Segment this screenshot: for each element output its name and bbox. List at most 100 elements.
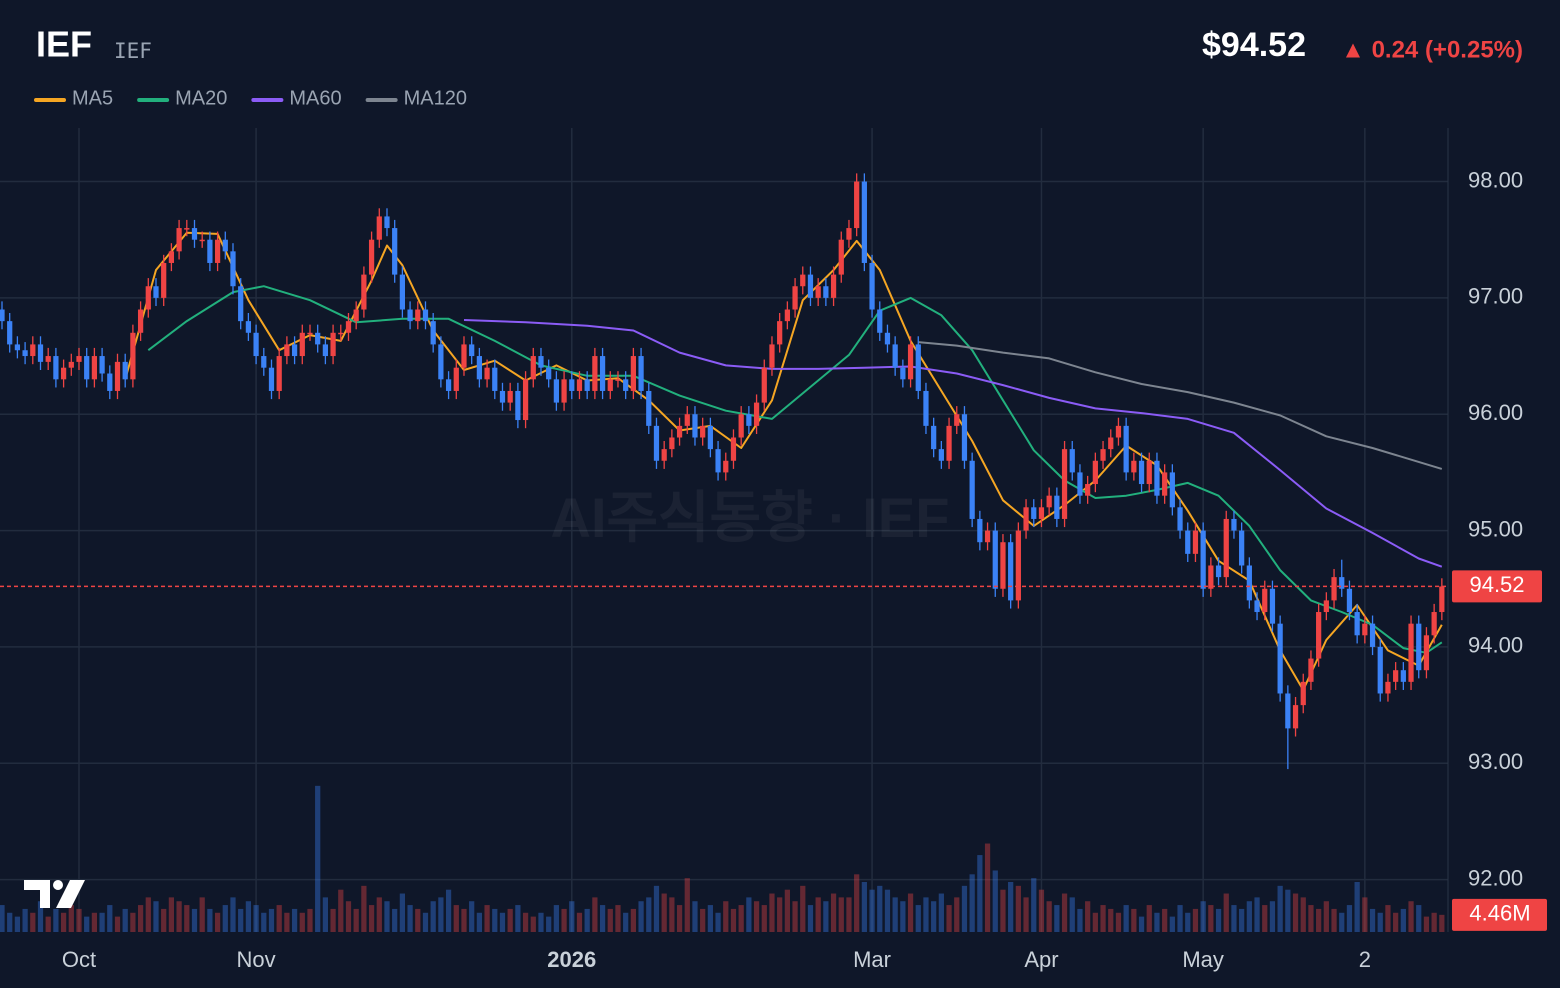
candle-body [484,367,490,380]
volume-bar [422,912,429,932]
volume-bar [453,905,459,932]
volume-bar [807,905,814,932]
candle-body [37,344,44,362]
volume-bar [1362,897,1368,932]
volume-bar [954,897,960,932]
volume-label: 4.46M [1469,901,1530,926]
volume-bar [353,908,359,932]
volume-bar [338,889,344,932]
candle-body [653,425,660,461]
x-tick-label: Nov [237,947,276,972]
volume-bar [476,912,482,932]
candle-body [730,437,737,461]
candle-body [1269,588,1276,624]
candle-body [461,344,467,368]
volume-bar [368,905,375,932]
volume-label-box [1452,898,1547,931]
volume-bar [1331,908,1337,932]
candle-body [861,181,867,263]
candle-body [45,356,51,362]
candle-body [569,379,575,391]
volume-bar [322,897,329,932]
candle-body [1362,623,1368,636]
volume-layer [0,785,1445,932]
candle-body [1054,495,1060,519]
volume-bar [977,855,983,932]
volume-bar [407,905,413,932]
candle-body [630,356,636,391]
candle-body [1046,495,1052,508]
volume-bar [299,912,305,932]
volume-bar [1385,905,1391,932]
volume-bar [507,908,513,932]
candle-body [707,425,713,450]
volume-bar [1208,905,1214,932]
candle-body [584,379,590,391]
volume-bar [623,912,629,932]
volume-bar [330,908,336,932]
volume-bar [515,905,521,932]
volume-bar [345,901,352,932]
candle-body [407,309,413,322]
ma-line [463,319,1443,568]
volume-bar [461,908,467,932]
candle-body [53,356,59,380]
volume-bar [1354,882,1360,932]
candle-body [700,425,706,438]
candle-body [815,286,821,298]
volume-bar [1316,908,1322,932]
candle-body [1223,518,1229,578]
candle-body [0,309,5,322]
candle-body [992,530,998,589]
volume-bar [222,905,228,932]
candle-body [476,356,482,380]
volume-bar [599,905,606,932]
candle-body [1400,670,1406,682]
candle-body [191,228,198,240]
volume-bar [1131,908,1137,932]
volume-bar [1177,905,1183,932]
volume-bar [1054,905,1060,932]
volume-bar [199,897,205,932]
volume-bar [1061,893,1068,932]
candle-body [499,390,506,403]
volume-bar [1000,889,1006,932]
candle-layer [0,173,1445,770]
candle-body [1339,577,1345,589]
volume-bar [1100,905,1106,932]
volume-bar [14,916,21,932]
volume-bar [45,916,51,932]
volume-bar [592,897,598,932]
y-tick-label: 95.00 [1468,516,1523,541]
candle-body [1208,565,1214,589]
volume-bar [284,912,290,932]
volume-bar [484,905,490,932]
volume-bar [738,905,744,932]
ticker-sub: IEF [114,39,152,63]
grid [0,128,1448,932]
volume-bar [176,901,182,932]
candle-body [1131,460,1137,473]
candle-body [784,309,790,322]
candle-body [1162,472,1168,496]
overlay: 92.00 93.00 94.00 95.00 96.00 97.00 98.00 Oct No… [0,167,1547,972]
candle-body [1038,507,1045,519]
x-tick-label: Apr [1024,947,1058,972]
y-tick-label: 98.00 [1468,167,1523,192]
volume-bar [630,908,636,932]
volume-bar [315,785,321,932]
volume-bar [438,897,444,932]
candle-body [1069,449,1075,473]
candle-body [330,332,336,357]
volume-bar [1408,901,1414,932]
volume-bar [1138,916,1145,932]
candle-body [161,262,167,298]
volume-bar [1339,912,1345,932]
candle-body [1146,460,1152,485]
candle-body [1215,565,1222,578]
candle-body [599,356,606,391]
volume-bar [1254,897,1260,932]
candle-body [777,321,783,345]
candle-body [576,379,583,391]
